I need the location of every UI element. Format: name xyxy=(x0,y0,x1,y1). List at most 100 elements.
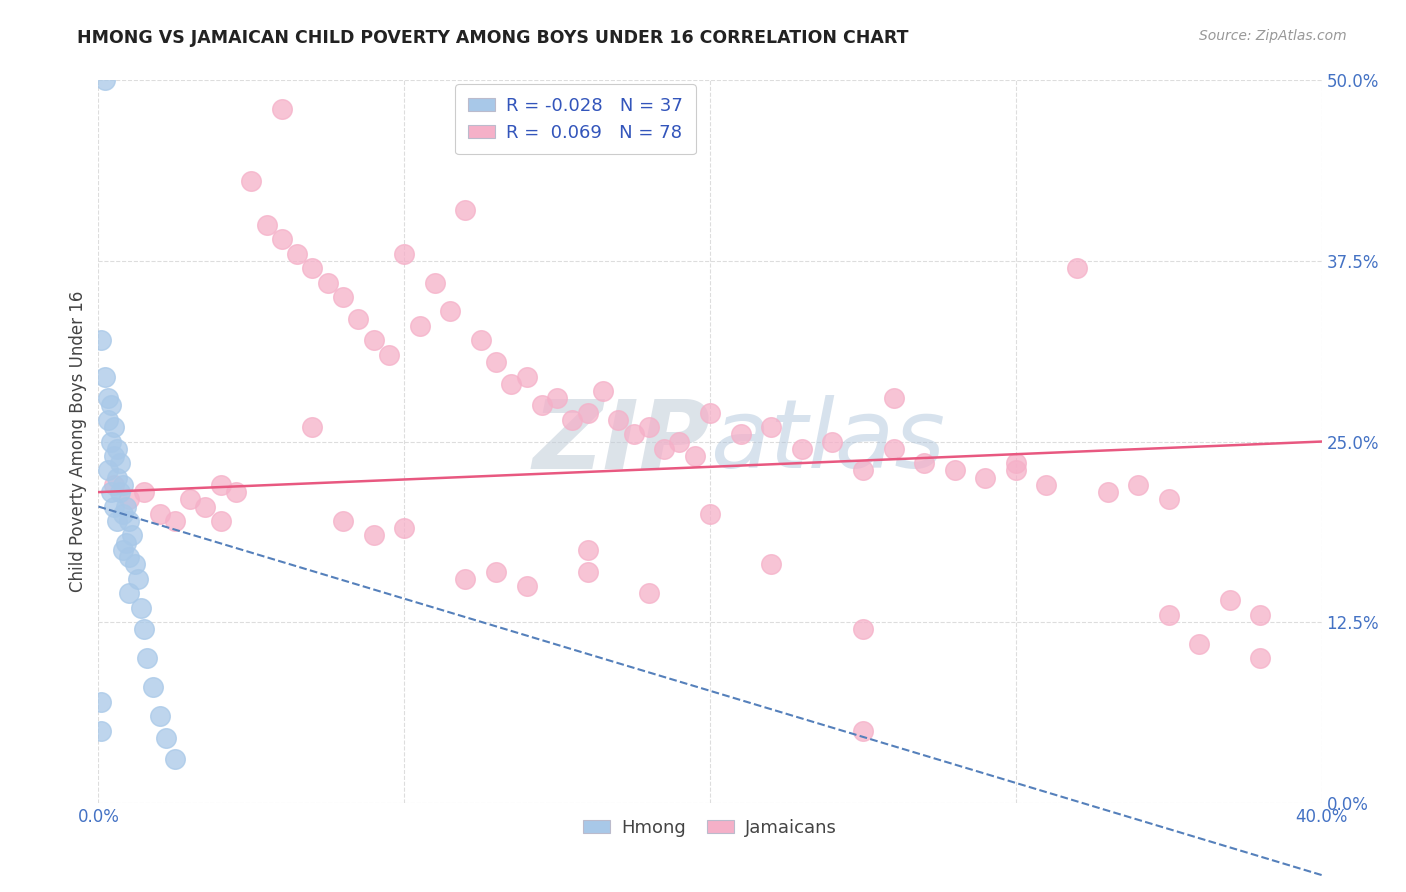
Point xyxy=(136,651,159,665)
Point xyxy=(103,449,125,463)
Point xyxy=(852,723,875,738)
Point xyxy=(90,695,112,709)
Text: atlas: atlas xyxy=(710,395,945,488)
Point xyxy=(332,290,354,304)
Point xyxy=(121,528,143,542)
Point xyxy=(576,565,599,579)
Point xyxy=(1097,485,1119,500)
Point xyxy=(209,478,232,492)
Point xyxy=(530,398,553,412)
Point xyxy=(111,507,134,521)
Point xyxy=(155,731,177,745)
Point xyxy=(1219,593,1241,607)
Point xyxy=(454,572,477,586)
Point xyxy=(111,542,134,557)
Text: Source: ZipAtlas.com: Source: ZipAtlas.com xyxy=(1199,29,1347,43)
Point xyxy=(1157,492,1180,507)
Point xyxy=(576,542,599,557)
Point xyxy=(301,261,323,276)
Point xyxy=(115,535,138,549)
Point xyxy=(97,463,120,477)
Point xyxy=(730,427,752,442)
Point xyxy=(163,752,186,766)
Point xyxy=(883,391,905,405)
Point xyxy=(134,485,156,500)
Point xyxy=(270,232,292,246)
Point xyxy=(256,218,278,232)
Point xyxy=(118,492,141,507)
Point xyxy=(699,406,721,420)
Point xyxy=(179,492,201,507)
Y-axis label: Child Poverty Among Boys Under 16: Child Poverty Among Boys Under 16 xyxy=(69,291,87,592)
Point xyxy=(270,102,292,116)
Point xyxy=(316,276,339,290)
Point xyxy=(852,623,875,637)
Point xyxy=(194,500,217,514)
Point xyxy=(821,434,844,449)
Point xyxy=(105,442,128,456)
Point xyxy=(683,449,706,463)
Point xyxy=(439,304,461,318)
Point xyxy=(974,470,997,484)
Point xyxy=(118,550,141,565)
Point xyxy=(699,507,721,521)
Point xyxy=(93,369,115,384)
Point xyxy=(111,478,134,492)
Point xyxy=(501,376,523,391)
Point xyxy=(1249,651,1271,665)
Point xyxy=(100,398,122,412)
Point xyxy=(115,500,138,514)
Point xyxy=(1128,478,1150,492)
Point xyxy=(423,276,446,290)
Point xyxy=(623,427,645,442)
Point xyxy=(912,456,935,470)
Point xyxy=(561,413,583,427)
Point xyxy=(576,406,599,420)
Point xyxy=(240,174,263,188)
Point xyxy=(97,413,120,427)
Point xyxy=(470,334,492,348)
Point xyxy=(546,391,568,405)
Point xyxy=(759,420,782,434)
Point xyxy=(103,500,125,514)
Point xyxy=(108,485,131,500)
Point xyxy=(105,514,128,528)
Point xyxy=(392,521,416,535)
Point xyxy=(1004,456,1026,470)
Point xyxy=(883,442,905,456)
Point xyxy=(363,334,385,348)
Point xyxy=(93,73,115,87)
Point xyxy=(142,680,165,694)
Point xyxy=(100,485,122,500)
Point xyxy=(103,478,125,492)
Point xyxy=(363,528,385,542)
Point xyxy=(607,413,630,427)
Point xyxy=(485,355,508,369)
Point xyxy=(97,391,120,405)
Point xyxy=(1188,637,1211,651)
Point xyxy=(516,579,538,593)
Point xyxy=(149,709,172,723)
Point xyxy=(1249,607,1271,622)
Point xyxy=(637,586,661,600)
Text: HMONG VS JAMAICAN CHILD POVERTY AMONG BOYS UNDER 16 CORRELATION CHART: HMONG VS JAMAICAN CHILD POVERTY AMONG BO… xyxy=(77,29,908,46)
Legend: Hmong, Jamaicans: Hmong, Jamaicans xyxy=(575,812,845,845)
Point xyxy=(485,565,508,579)
Point xyxy=(637,420,661,434)
Point xyxy=(149,507,172,521)
Point xyxy=(100,434,122,449)
Point xyxy=(378,348,401,362)
Text: ZIP: ZIP xyxy=(531,395,710,488)
Point xyxy=(301,420,323,434)
Point xyxy=(134,623,156,637)
Point xyxy=(1066,261,1088,276)
Point xyxy=(943,463,966,477)
Point xyxy=(1157,607,1180,622)
Point xyxy=(285,246,308,260)
Point xyxy=(108,456,131,470)
Point xyxy=(852,463,875,477)
Point xyxy=(225,485,247,500)
Point xyxy=(668,434,690,449)
Point xyxy=(790,442,813,456)
Point xyxy=(408,318,430,333)
